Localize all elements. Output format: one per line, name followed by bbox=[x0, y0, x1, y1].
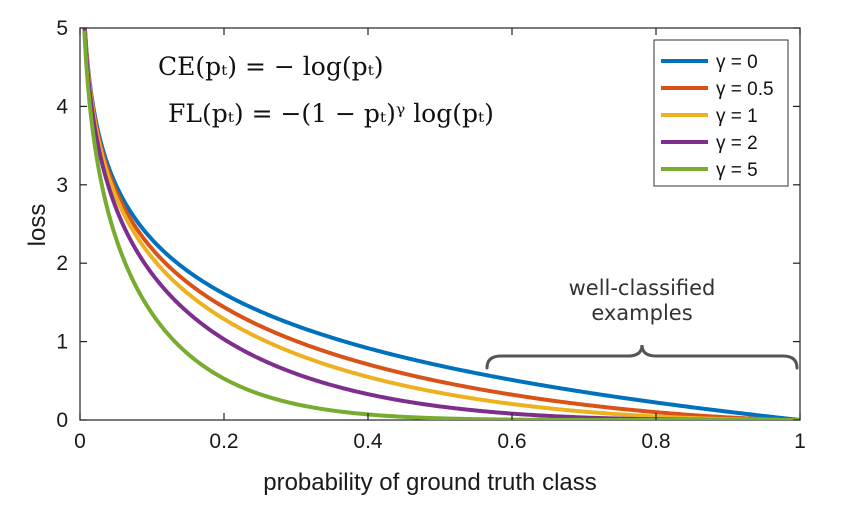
x-tick-label: 0.6 bbox=[497, 430, 526, 453]
x-tick-label: 0.8 bbox=[641, 430, 670, 453]
ce-formula: CE(pₜ) = − log(pₜ) bbox=[158, 52, 384, 81]
annotation-line-1: well-classified bbox=[569, 276, 716, 300]
series-line-gamma-0 bbox=[82, 28, 800, 420]
x-tick-label: 0.4 bbox=[353, 430, 383, 453]
y-tick-label: 4 bbox=[56, 95, 68, 118]
y-tick-label: 5 bbox=[56, 17, 68, 40]
series-line-gamma-5 bbox=[82, 30, 800, 420]
legend: γ = 0 γ = 0.5 γ = 1 γ = 2 γ = 5 bbox=[653, 39, 789, 187]
y-tick-label: 2 bbox=[56, 252, 68, 275]
curly-brace bbox=[485, 344, 799, 370]
legend-label: γ = 1 bbox=[716, 106, 758, 127]
legend-label: γ = 0 bbox=[716, 52, 758, 73]
x-tick-label: 0 bbox=[74, 430, 86, 453]
fl-formula: FL(pₜ) = −(1 − pₜ)ᵞ log(pₜ) bbox=[168, 99, 494, 128]
x-axis-title: probability of ground truth class bbox=[263, 469, 597, 496]
x-tick-label: 1 bbox=[794, 430, 806, 453]
annotation-line-2: examples bbox=[591, 301, 692, 325]
y-tick-label: 3 bbox=[56, 174, 68, 197]
ticks-layer: 0 0.2 0.4 0.6 0.8 1 0 1 2 3 4 5 bbox=[56, 17, 806, 453]
legend-label: γ = 2 bbox=[716, 133, 758, 154]
legend-label: γ = 0.5 bbox=[716, 79, 774, 100]
curves-layer bbox=[82, 28, 800, 420]
series-line-gamma-0_5 bbox=[82, 28, 800, 420]
y-axis-title: loss bbox=[24, 204, 51, 247]
y-tick-label: 1 bbox=[56, 331, 68, 354]
well-classified-annotation: well-classified examples bbox=[485, 276, 799, 370]
x-tick-label: 0.2 bbox=[209, 430, 238, 453]
y-tick-label: 0 bbox=[56, 409, 68, 432]
legend-label: γ = 5 bbox=[716, 160, 758, 181]
